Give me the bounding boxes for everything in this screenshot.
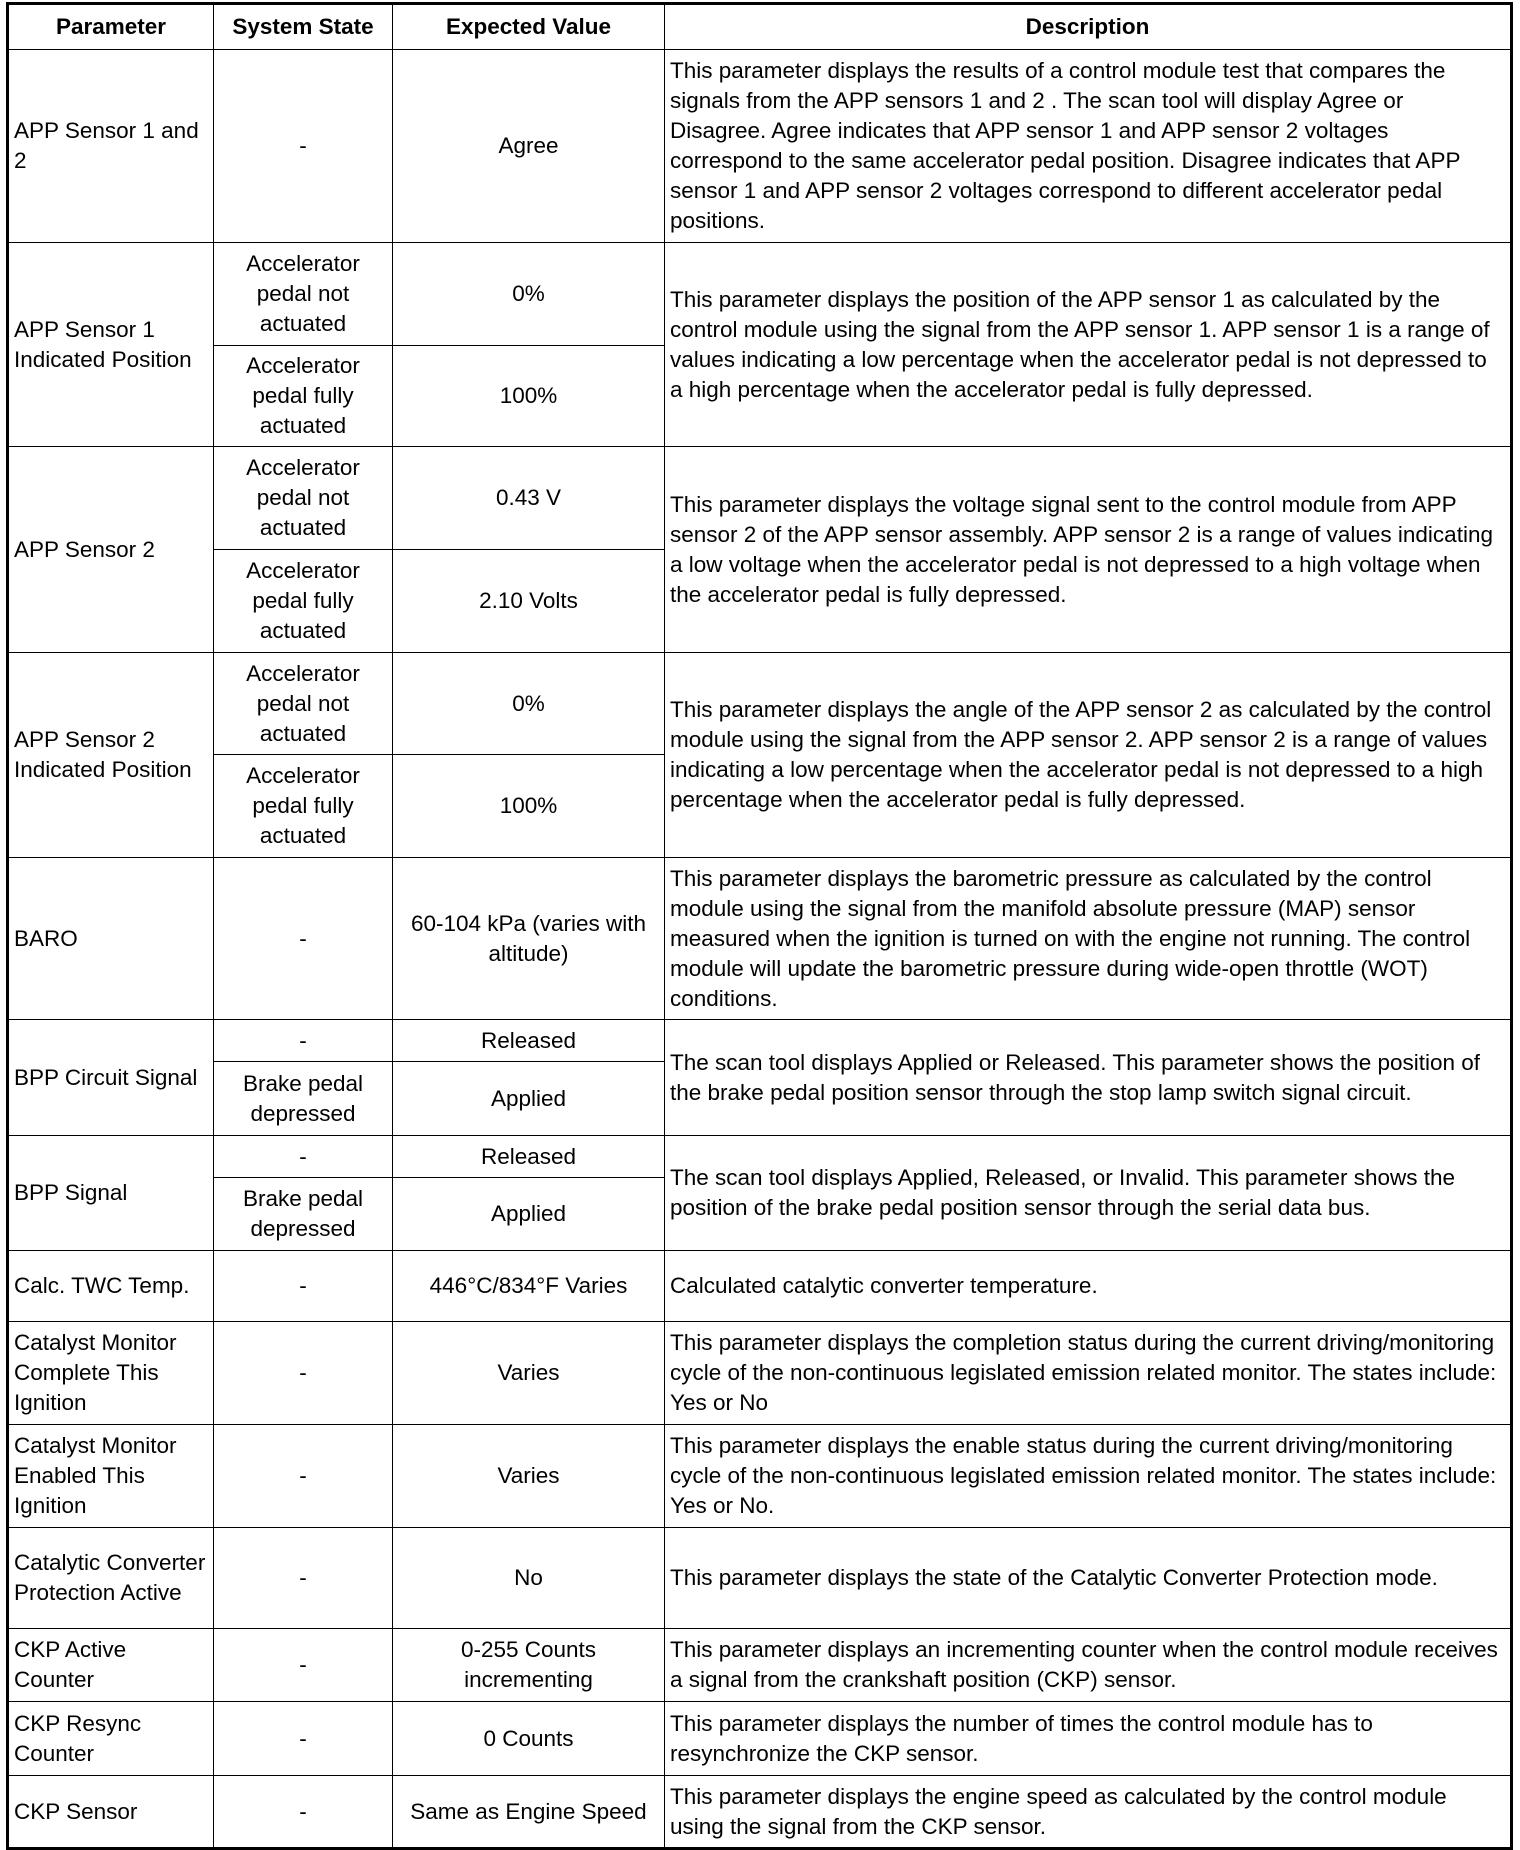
expected-value-cell: Released xyxy=(392,1135,665,1178)
expected-value-cell: Varies xyxy=(392,1321,665,1425)
expected-value-cell: 100% xyxy=(392,754,665,858)
table-row: Accelerator pedal fully actuated 100% xyxy=(8,754,1512,858)
table-row: CKP Active Counter -0-255 Counts incremen… xyxy=(7,1628,1512,1702)
table-row: Catalyst Monitor Enabled This Ignition - V… xyxy=(7,1424,1512,1528)
table-row: BARO -60-104 kPa (varies with altitude) Th… xyxy=(7,857,1512,1020)
system-state-cell: - xyxy=(213,1701,393,1776)
table-row: Catalytic Converter Protection Active - No… xyxy=(7,1527,1512,1629)
parameter-cell: APP Sensor 1 and 2 xyxy=(7,49,214,243)
table-row: Accelerator pedal fully actuated 100% xyxy=(8,345,1512,447)
header-expected-value: Expected Value xyxy=(392,3,665,50)
table-row: CKP Resync Counter -0 Counts This paramete… xyxy=(7,1701,1512,1776)
system-state-cell: - xyxy=(213,1527,393,1629)
parameter-cell: CKP Resync Counter xyxy=(7,1701,214,1776)
expected-value-cell: Released xyxy=(392,1019,665,1062)
table-row: Accelerator pedal fully actuated 2.10 Vol… xyxy=(8,549,1512,653)
header-system-state: System State xyxy=(213,3,393,50)
expected-value-cell: 100% xyxy=(392,345,665,447)
expected-value-cell: 2.10 Volts xyxy=(392,549,665,653)
description-cell: This parameter displays the enable statu… xyxy=(664,1424,1512,1528)
description-cell: This parameter displays the voltage sign… xyxy=(664,446,1512,653)
table-row: Calc. TWC Temp. -446°C/834°F Varies Calcul… xyxy=(7,1250,1512,1322)
system-state-cell: - xyxy=(213,1250,393,1322)
table-row: APP Sensor 2 Indicated Position Accelerat… xyxy=(7,652,1512,858)
parameter-table: Parameter System State Expected Value De… xyxy=(6,2,1513,1850)
expected-value-cell: Applied xyxy=(392,1061,665,1136)
expected-value-cell: No xyxy=(392,1527,665,1629)
expected-value-cell: 60-104 kPa (varies with altitude) xyxy=(392,857,665,1020)
parameter-cell: Catalytic Converter Protection Active xyxy=(7,1527,214,1629)
description-cell: This parameter displays the angle of the… xyxy=(664,652,1512,858)
system-state-cell: - xyxy=(213,1628,393,1702)
table-row: BPP Signal - Released The scan tool display… xyxy=(7,1135,1512,1251)
system-state-cell: Brake pedal depressed xyxy=(213,1061,393,1136)
description-cell: Calculated catalytic converter temperatu… xyxy=(664,1250,1512,1322)
table-row: APP Sensor 2 Accelerator pedal not actuat… xyxy=(7,446,1512,653)
description-cell: This parameter displays the state of the… xyxy=(664,1527,1512,1629)
description-cell: This parameter displays the position of … xyxy=(664,242,1512,447)
table-row: Catalyst Monitor Complete This Ignition -… xyxy=(7,1321,1512,1425)
description-cell: This parameter displays an incrementing … xyxy=(664,1628,1512,1702)
system-state-cell: Accelerator pedal not actuated xyxy=(213,652,393,755)
header-description: Description xyxy=(664,3,1512,50)
expected-value-cell: 0 Counts xyxy=(392,1701,665,1776)
expected-value-cell: Same as Engine Speed xyxy=(392,1775,665,1849)
table-row: APP Sensor 1 and 2- Agree This parameter d… xyxy=(7,49,1512,243)
parameter-cell: BARO xyxy=(7,857,214,1020)
parameter-cell: APP Sensor 2 Indicated Position xyxy=(7,652,214,858)
system-state-cell: - xyxy=(213,1135,393,1178)
parameter-cell: Catalyst Monitor Complete This Ignition xyxy=(7,1321,214,1425)
description-cell: This parameter displays the number of ti… xyxy=(664,1701,1512,1776)
system-state-cell: - xyxy=(213,1019,393,1062)
expected-value-cell: 0% xyxy=(392,242,665,346)
header-row: Parameter System State Expected Value De… xyxy=(7,3,1512,50)
expected-value-cell: 446°C/834°F Varies xyxy=(392,1250,665,1322)
system-state-cell: Accelerator pedal not actuated xyxy=(213,242,393,346)
system-state-cell: Accelerator pedal fully actuated xyxy=(213,754,393,858)
system-state-cell: Accelerator pedal not actuated xyxy=(213,446,393,550)
description-cell: This parameter displays the completion s… xyxy=(664,1321,1512,1425)
description-cell: The scan tool displays Applied, Released… xyxy=(664,1135,1512,1251)
system-state-cell: Accelerator pedal fully actuated xyxy=(213,549,393,653)
parameter-cell: APP Sensor 2 xyxy=(7,446,214,653)
expected-value-cell: 0.43 V xyxy=(392,446,665,550)
parameter-cell: CKP Sensor xyxy=(7,1775,214,1849)
expected-value-cell: Applied xyxy=(392,1177,665,1251)
expected-value-cell: 0-255 Counts incrementing xyxy=(392,1628,665,1702)
system-state-cell: - xyxy=(213,49,393,243)
table-row: BPP Circuit Signal - Released The scan tool… xyxy=(7,1019,1512,1136)
system-state-cell: - xyxy=(213,857,393,1020)
parameter-cell: BPP Signal xyxy=(7,1135,214,1251)
parameter-cell: BPP Circuit Signal xyxy=(7,1019,214,1136)
description-cell: This parameter displays the results of a… xyxy=(664,49,1512,243)
parameter-cell: CKP Active Counter xyxy=(7,1628,214,1702)
header-parameter: Parameter xyxy=(7,3,214,50)
table-row: CKP Sensor - Same as Engine Speed This para… xyxy=(7,1775,1512,1849)
parameter-cell: APP Sensor 1 Indicated Position xyxy=(7,242,214,447)
table-row: Brake pedal depressed Applied xyxy=(8,1177,1512,1251)
system-state-cell: Brake pedal depressed xyxy=(213,1177,393,1251)
parameter-cell: Calc. TWC Temp. xyxy=(7,1250,214,1322)
parameter-cell: Catalyst Monitor Enabled This Ignition xyxy=(7,1424,214,1528)
expected-value-cell: Varies xyxy=(392,1424,665,1528)
system-state-cell: - xyxy=(213,1775,393,1849)
system-state-cell: - xyxy=(213,1321,393,1425)
description-cell: This parameter displays the engine speed… xyxy=(664,1775,1512,1849)
description-cell: This parameter displays the barometric p… xyxy=(664,857,1512,1020)
system-state-cell: Accelerator pedal fully actuated xyxy=(213,345,393,447)
expected-value-cell: 0% xyxy=(392,652,665,755)
description-cell: The scan tool displays Applied or Releas… xyxy=(664,1019,1512,1136)
system-state-cell: - xyxy=(213,1424,393,1528)
expected-value-cell: Agree xyxy=(392,49,665,243)
table-row: Brake pedal depressed Applied xyxy=(8,1061,1512,1136)
table-row: APP Sensor 1 Indicated Position Accelerat… xyxy=(7,242,1512,447)
